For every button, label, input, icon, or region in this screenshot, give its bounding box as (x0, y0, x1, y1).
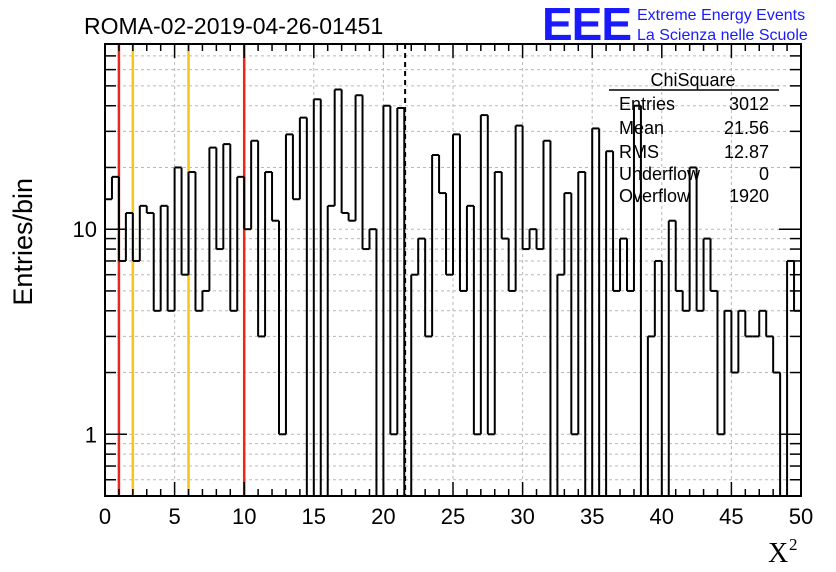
chart-title: ROMA-02-2019-04-26-01451 (84, 13, 383, 39)
logo-line-1: Extreme Energy Events (637, 7, 805, 24)
stats-label-overflow: Overflow (619, 186, 691, 206)
eee-logo: EEE (542, 0, 631, 50)
x-tick-label: 35 (580, 504, 604, 529)
stats-title: ChiSquare (650, 70, 735, 90)
stats-label-mean: Mean (619, 118, 664, 138)
stats-value-overflow: 1920 (729, 186, 769, 206)
stats-label-underflow: Underflow (619, 164, 701, 184)
tick-labels: 0 5 10 15 20 25 30 35 40 45 50 1 10 (73, 217, 814, 529)
x-tick-label: 20 (371, 504, 395, 529)
stats-label-entries: Entries (619, 94, 675, 114)
axes (104, 43, 802, 497)
x-tick-label: 5 (168, 504, 180, 529)
stats-label-rms: RMS (619, 142, 659, 162)
stats-value-rms: 12.87 (724, 142, 769, 162)
x-axis-label-superscript: 2 (789, 535, 798, 554)
x-tick-label: 10 (232, 504, 256, 529)
y-axis-label: Entries/bin (8, 178, 38, 306)
x-axis-label: X (768, 538, 788, 569)
logo-line-2: La Scienza nelle Scuole (637, 27, 808, 44)
x-tick-label: 25 (441, 504, 465, 529)
x-tick-label: 0 (99, 504, 111, 529)
stats-value-mean: 21.56 (724, 118, 769, 138)
x-tick-label: 45 (719, 504, 743, 529)
y-tick-label: 1 (85, 422, 97, 447)
y-tick-label: 10 (73, 217, 97, 242)
x-tick-label: 15 (302, 504, 326, 529)
histogram (105, 88, 801, 496)
stats-value-entries: 3012 (729, 94, 769, 114)
x-tick-label: 40 (650, 504, 674, 529)
stats-value-underflow: 0 (759, 164, 769, 184)
x-tick-label: 50 (789, 504, 813, 529)
x-tick-label: 30 (510, 504, 534, 529)
stats-box: ChiSquare Entries 3012 Mean 21.56 RMS 12… (609, 70, 779, 206)
